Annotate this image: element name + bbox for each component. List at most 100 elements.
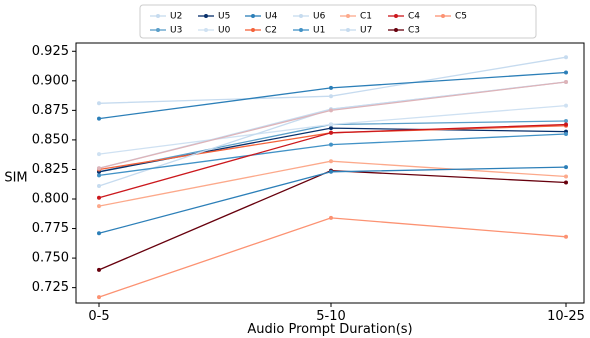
series-line [98, 133, 567, 177]
series-line [98, 104, 567, 155]
y-tick-label: 0.725 [32, 280, 69, 295]
y-tick-label: 0.850 [32, 132, 69, 147]
data-point [97, 152, 101, 157]
legend-entry-c1: C1 [340, 12, 372, 22]
y-tick-label: 0.925 [32, 44, 69, 59]
legend-entry-c2: C2 [245, 26, 277, 36]
legend-label: U2 [170, 12, 182, 22]
y-tick-label: 0.800 [32, 192, 69, 207]
series-line [98, 166, 567, 234]
legend-label: U5 [218, 12, 230, 22]
y-tick-label: 0.825 [32, 162, 69, 177]
data-point [564, 180, 568, 185]
legend-entry-c4: C4 [388, 12, 420, 22]
legend-swatch-marker [251, 14, 255, 18]
data-point [97, 101, 101, 106]
data-point [564, 103, 568, 108]
y-axis-label: SIM [4, 171, 27, 186]
data-point [97, 166, 101, 171]
legend-swatch-marker [346, 14, 350, 18]
data-point [564, 234, 568, 239]
legend-entry-c5: C5 [435, 12, 467, 22]
y-tick-label: 0.775 [32, 221, 69, 236]
data-point [329, 122, 333, 127]
data-point [97, 267, 101, 272]
series-c3 [97, 168, 568, 272]
legend-entry-u1: U1 [293, 26, 325, 36]
data-point [329, 130, 333, 135]
legend-label: U4 [265, 12, 278, 22]
data-point [97, 195, 101, 200]
legend-entry-c3: C3 [388, 26, 420, 36]
legend-label: C1 [360, 12, 372, 22]
data-point [329, 142, 333, 147]
legend-swatch-marker [441, 14, 445, 18]
legend-swatch-marker [156, 28, 160, 32]
data-point [329, 159, 333, 164]
data-point [564, 55, 568, 60]
legend-frame [139, 4, 537, 39]
data-point [564, 174, 568, 179]
data-point [564, 132, 568, 136]
data-point [97, 173, 101, 178]
legend-label: U3 [170, 26, 182, 36]
y-axis: 0.725 0.750 0.775 0.800 0.825 0.850 0.875 0.900… [32, 44, 76, 295]
x-tick-label: 5-10 [316, 309, 346, 324]
data-point [329, 85, 333, 90]
legend-swatch-marker [156, 14, 160, 18]
x-tick-label: 0-5 [88, 309, 109, 324]
data-point [564, 119, 568, 123]
legend-entry-u3: U3 [150, 26, 182, 36]
legend-swatch-marker [299, 14, 303, 18]
data-point [329, 108, 333, 113]
legend-swatch-marker [204, 28, 208, 32]
data-point [97, 295, 101, 300]
y-tick-label: 0.875 [32, 103, 69, 118]
legend-swatch-marker [299, 28, 303, 32]
legend-label: C2 [265, 26, 277, 36]
y-tick-label: 0.900 [32, 73, 69, 88]
legend-swatch-marker [346, 28, 350, 32]
data-point [97, 231, 101, 236]
series-line [98, 169, 567, 271]
series-layer [97, 55, 568, 300]
y-tick-label: 0.750 [32, 251, 69, 266]
series-u2 [97, 55, 568, 106]
legend-label: C3 [408, 26, 420, 36]
plot-area-frame [75, 42, 585, 304]
series-unlabeled-14 [97, 80, 568, 171]
legend-entry-u2: U2 [150, 12, 182, 22]
data-point [97, 204, 101, 209]
legend: U2 U3 U5 U0 U4 C2 U6 U1 C1 U7 C4 C3 C5 [139, 4, 537, 39]
data-point [564, 80, 568, 84]
x-tick-label: 10-25 [547, 309, 585, 324]
legend-entry-u7: U7 [340, 26, 372, 36]
data-point [564, 165, 568, 170]
data-point [97, 116, 101, 121]
legend-label: C5 [455, 12, 467, 22]
legend-swatch-marker [394, 28, 398, 32]
legend-label: C4 [408, 12, 420, 22]
data-point [329, 94, 333, 99]
data-point [564, 70, 568, 75]
series-u4 [97, 70, 568, 121]
series-unlabeled-13 [97, 165, 568, 236]
legend-label: U1 [313, 26, 325, 36]
legend-label: U7 [360, 26, 372, 36]
legend-swatch-marker [251, 28, 255, 32]
legend-label: U0 [218, 26, 231, 36]
series-c1 [97, 159, 568, 209]
series-u0 [97, 103, 568, 157]
series-u1 [97, 132, 568, 178]
series-c4 [97, 122, 568, 200]
legend-entry-u0: U0 [198, 26, 231, 36]
data-point [564, 122, 568, 127]
data-point [329, 215, 333, 220]
series-c5 [97, 215, 568, 300]
x-axis-label: Audio Prompt Duration(s) [247, 322, 412, 337]
legend-entry-u5: U5 [198, 12, 230, 22]
data-point [329, 126, 333, 131]
legend-entry-u6: U6 [293, 12, 326, 22]
legend-label: U6 [313, 12, 326, 22]
data-point [329, 169, 333, 174]
